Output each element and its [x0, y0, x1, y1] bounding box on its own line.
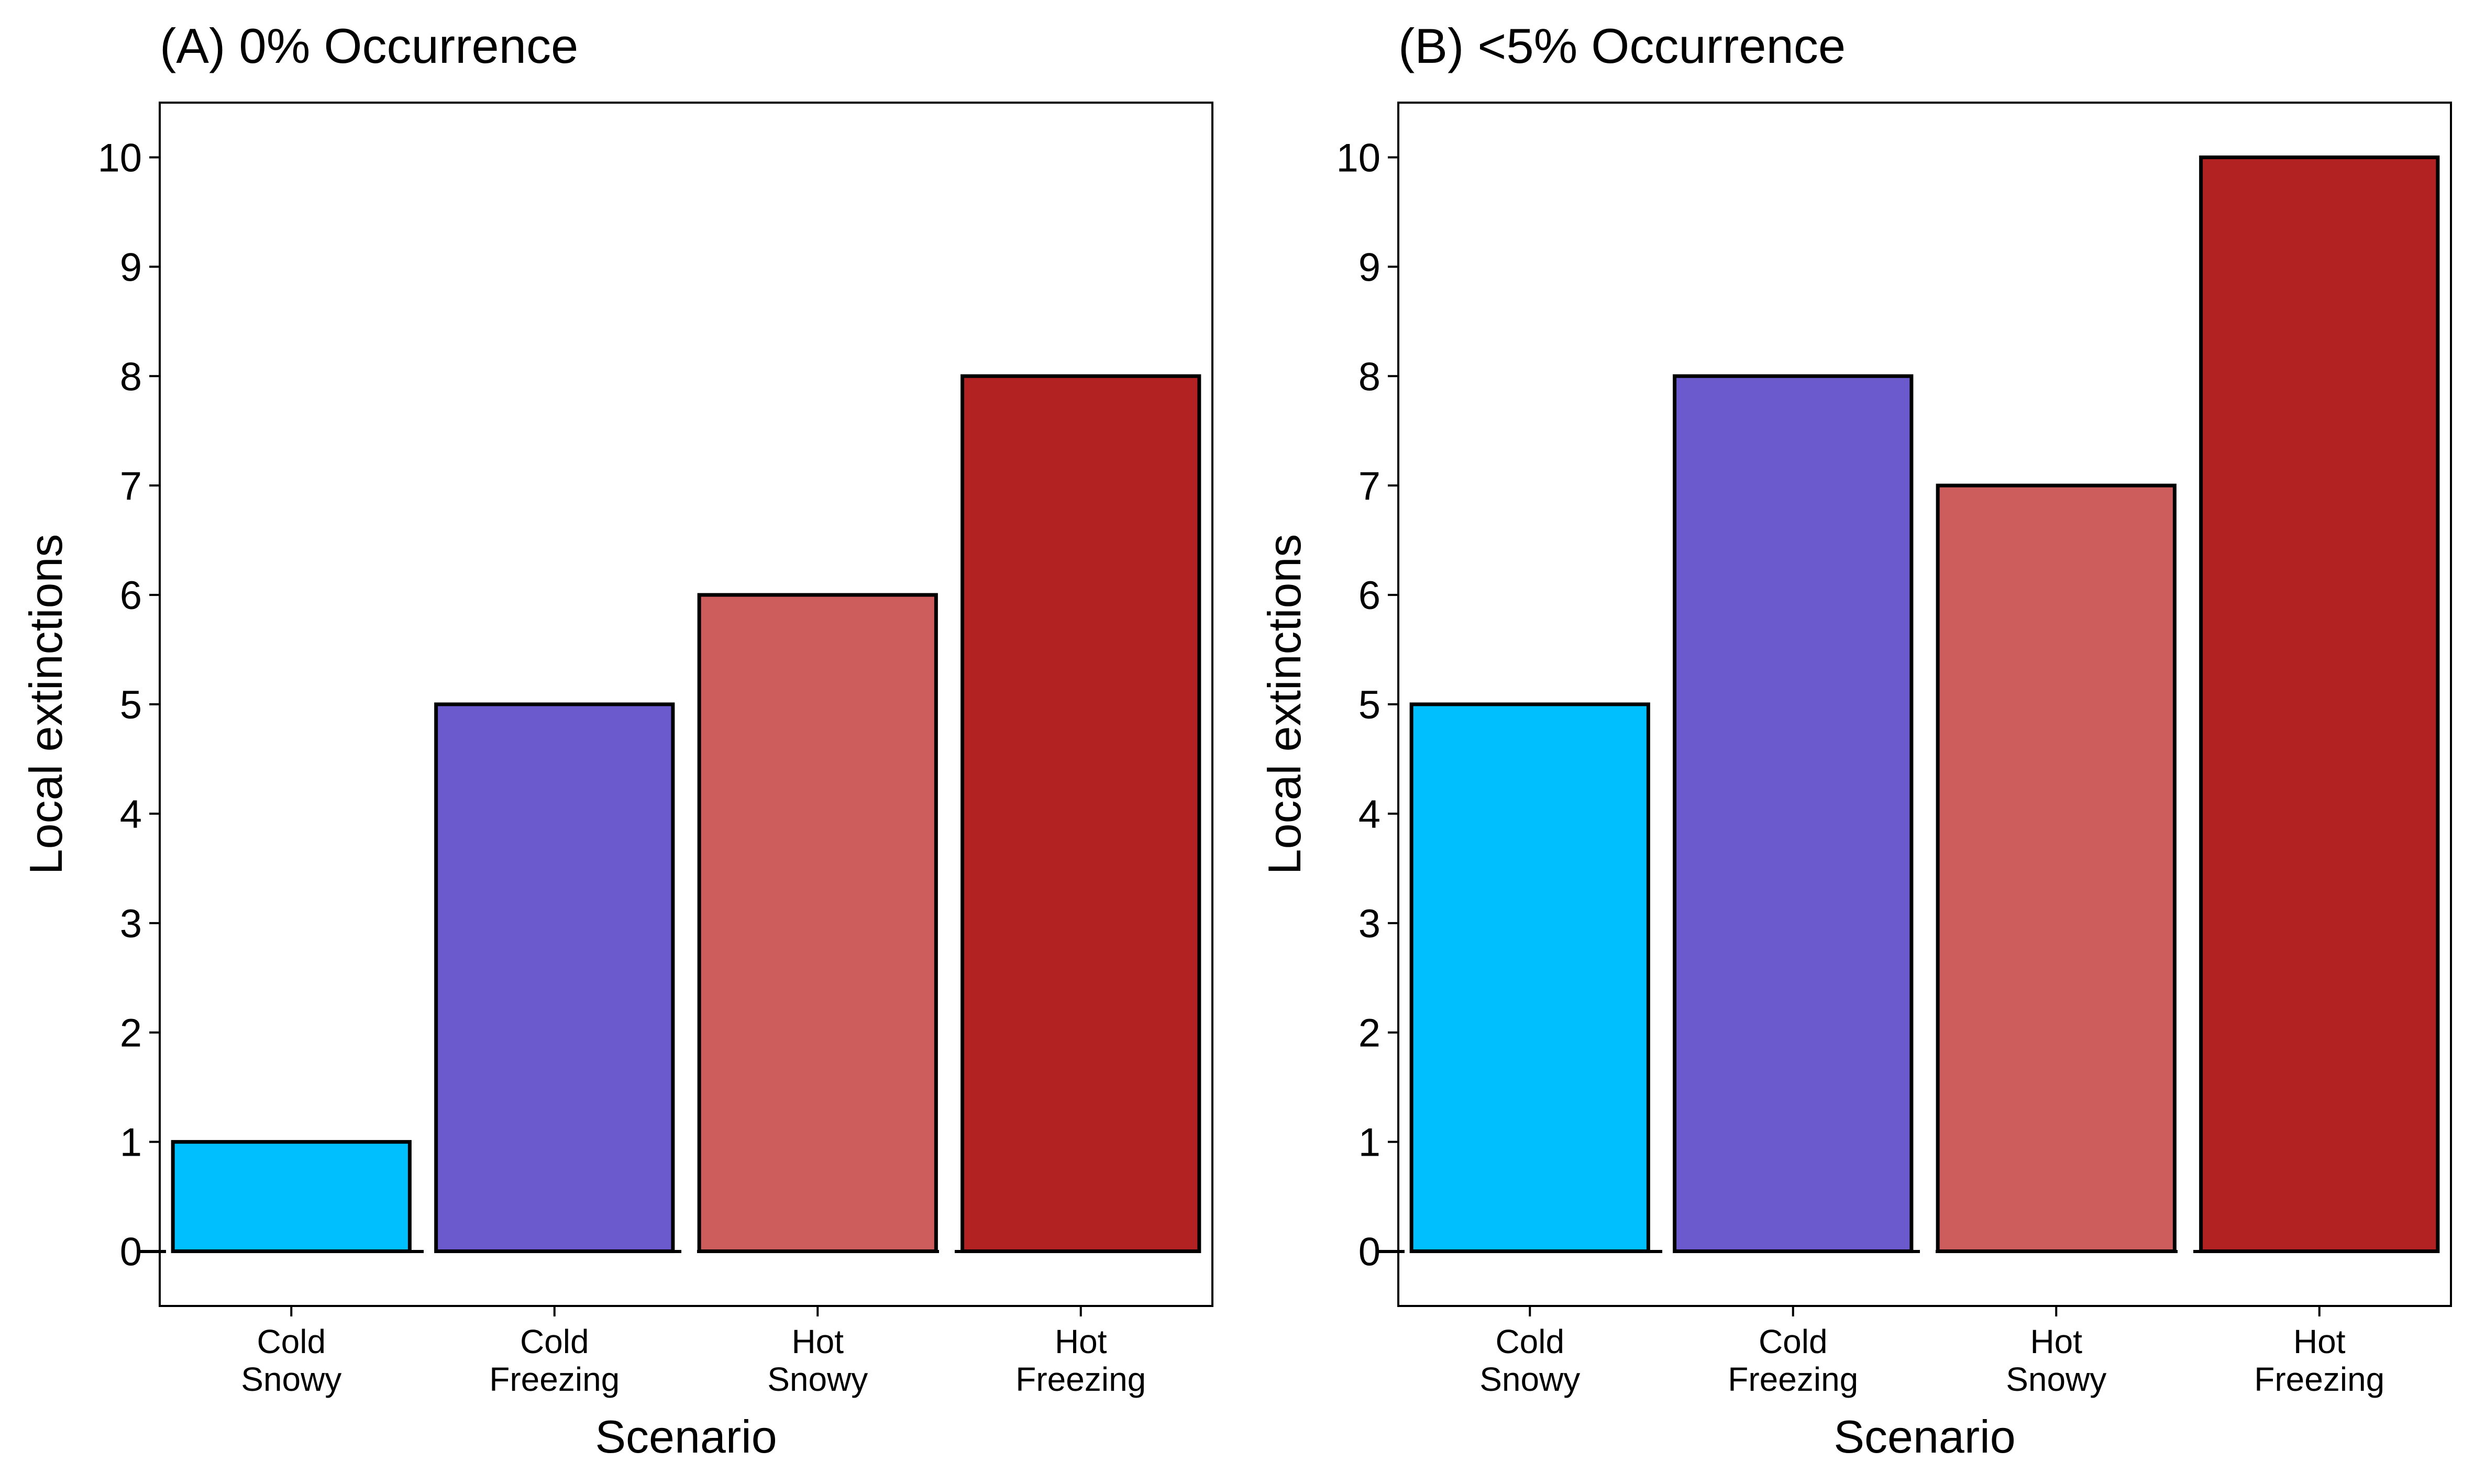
panel-b-y-tick-label: 9: [1359, 245, 1380, 290]
panel-a-y-tick-label: 2: [120, 1011, 142, 1056]
panel-a-y-tick-label: 4: [120, 792, 142, 837]
panel-b-y-tick-label: 5: [1359, 683, 1380, 727]
panel-b-bar-hot-snowy: [1936, 483, 2177, 1254]
panel-a-x-tick-label: Freezing: [1015, 1360, 1146, 1398]
panel-a-bars: [171, 374, 1201, 1254]
panel-a-y-tick-label: 10: [97, 136, 142, 180]
panel-a-title: (A) 0% Occurrence: [160, 18, 578, 73]
panel-b-y-tick-label: 4: [1359, 792, 1380, 837]
panel-b-bar-cold-snowy: [1409, 702, 1650, 1254]
panel-a-y-tick-label: 7: [120, 464, 142, 508]
panel-a-x-tick-label: Cold: [257, 1323, 326, 1360]
panel-b-x-tick-label: Snowy: [2006, 1360, 2106, 1398]
panel-b-y-tick-label: 2: [1359, 1011, 1380, 1056]
panel-a-y-tick-label: 5: [120, 683, 142, 727]
panel-b-y-tick-label: 8: [1359, 355, 1380, 399]
panel-b-bar-hot-freezing: [2199, 155, 2440, 1254]
panel-b-y-tick-label: 3: [1359, 902, 1380, 946]
panel-a-y-tick-label: 6: [120, 573, 142, 618]
panel-b-y-axis: 0 1 2 3 4 5 6 7 8 9 10: [1336, 136, 1398, 1275]
panel-a-bar-cold-snowy: [171, 1140, 412, 1254]
panel-a-y-tick-label: 3: [120, 902, 142, 946]
panel-a-y-axis-title: Local extinctions: [20, 534, 72, 875]
panel-b-y-axis-title: Local extinctions: [1258, 534, 1310, 875]
panel-a-x-tick-label: Snowy: [767, 1360, 868, 1398]
panel-b-y-tick-label: 1: [1359, 1121, 1380, 1165]
panel-b-x-tick-label: Freezing: [2254, 1360, 2384, 1398]
panel-a-x-tick-label: Snowy: [241, 1360, 341, 1398]
panel-a-x-tick-label: Cold: [520, 1323, 589, 1360]
panel-b-bars: [1409, 155, 2440, 1254]
panel-a-y-tick-label: 8: [120, 355, 142, 399]
panel-b-y-tick-label: 7: [1359, 464, 1380, 508]
panel-b-x-tick-label: Cold: [1495, 1323, 1564, 1360]
panel-a-x-tick-label: Hot: [1055, 1323, 1107, 1360]
panel-b-y-tick-label: 0: [1359, 1230, 1380, 1275]
panel-a-y-tick-label: 0: [120, 1230, 142, 1275]
panel-b-x-tick-label: Hot: [2030, 1323, 2082, 1360]
panel-a-x-tick-label: Freezing: [489, 1360, 620, 1398]
panel-a-bar-hot-freezing: [960, 374, 1201, 1254]
panel-a-y-tick-label: 9: [120, 245, 142, 290]
panel-b-bar-cold-freezing: [1673, 374, 1914, 1254]
panel-a-x-axis-title: Scenario: [595, 1411, 777, 1463]
panel-b-x-tick-label: Hot: [2293, 1323, 2346, 1360]
panel-b-x-axis-title: Scenario: [1834, 1411, 2015, 1463]
panel-a-x-tick-label: Hot: [791, 1323, 844, 1360]
panel-a-bar-hot-snowy: [697, 593, 938, 1254]
panel-b-title: (B) <5% Occurrence: [1398, 18, 1846, 73]
panel-b-y-tick-label: 10: [1336, 136, 1380, 180]
panel-b-x-tick-label: Cold: [1759, 1323, 1828, 1360]
panel-a-y-tick-label: 1: [120, 1121, 142, 1165]
panel-a-y-axis: 0 1 2 3 4 5 6 7 8 9 10: [97, 136, 160, 1275]
panel-b-x-tick-label: Freezing: [1728, 1360, 1858, 1398]
panel-b-y-tick-label: 6: [1359, 573, 1380, 618]
panel-a-bar-cold-freezing: [434, 702, 675, 1254]
panel-b-x-tick-label: Snowy: [1479, 1360, 1580, 1398]
